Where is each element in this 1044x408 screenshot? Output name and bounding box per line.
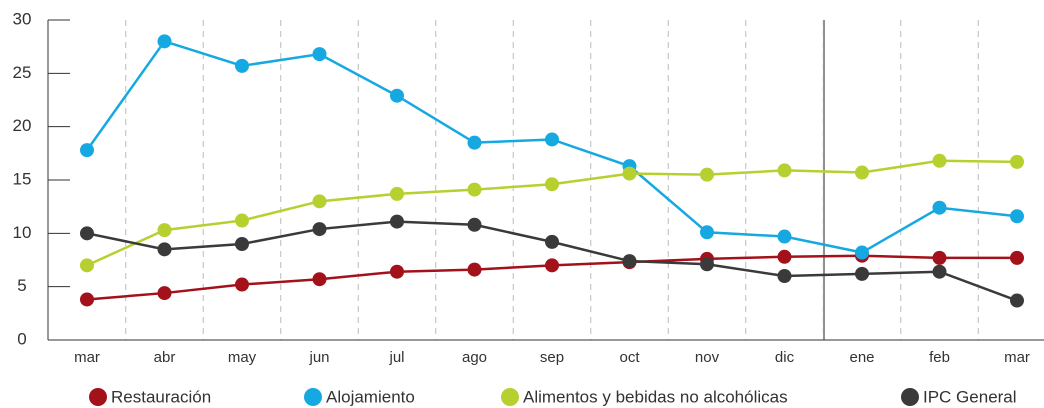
data-point [1010, 154, 1024, 169]
y-tick-label: 10 [13, 223, 32, 242]
y-tick-label: 15 [13, 169, 32, 188]
data-point [80, 258, 94, 273]
data-point [157, 242, 172, 257]
data-point [855, 245, 869, 260]
data-point [622, 166, 637, 181]
data-point [312, 222, 327, 237]
x-tick-label: feb [929, 349, 950, 366]
series-line [85, 39, 1018, 254]
y-tick-label: 0 [17, 329, 26, 348]
data-point [157, 223, 172, 238]
data-point [235, 237, 249, 251]
data-point [932, 264, 947, 279]
data-point [1010, 209, 1024, 224]
data-point [855, 266, 869, 281]
data-point [777, 269, 792, 283]
data-point [157, 286, 172, 301]
y-tick-label: 5 [17, 276, 26, 295]
legend-label: Alimentos y bebidas no alcohólicas [523, 387, 788, 406]
data-point [777, 163, 792, 178]
data-point [932, 200, 947, 215]
x-tick-label: nov [695, 349, 720, 366]
legend-marker [501, 388, 519, 406]
data-point [932, 250, 947, 265]
legend-label: IPC General [923, 387, 1017, 406]
data-point [622, 254, 637, 269]
data-point [390, 88, 404, 103]
data-point [545, 234, 559, 249]
data-point [700, 225, 714, 240]
legend-label: Alojamiento [326, 387, 415, 406]
data-point [1010, 293, 1024, 308]
data-point [80, 292, 94, 307]
x-tick-label: ene [849, 349, 874, 366]
data-point [700, 167, 714, 182]
data-point [312, 47, 327, 62]
data-point [235, 277, 249, 292]
legend-marker [901, 388, 919, 406]
x-tick-label: jul [388, 349, 404, 366]
x-tick-label: ago [462, 349, 487, 366]
data-point [777, 249, 792, 264]
data-point [312, 194, 327, 209]
legend-marker [89, 388, 107, 406]
y-tick-label: 20 [13, 116, 32, 135]
data-point [777, 229, 792, 244]
legend-marker [304, 388, 322, 406]
x-tick-label: mar [74, 349, 100, 366]
data-point [235, 58, 249, 73]
data-point [390, 186, 404, 201]
data-point [467, 262, 482, 277]
data-point [157, 34, 172, 49]
data-point [545, 177, 559, 192]
data-point [855, 165, 869, 180]
data-point [312, 272, 327, 287]
data-point [700, 257, 714, 272]
data-point [80, 143, 94, 158]
y-tick-label: 25 [13, 63, 32, 82]
data-point [80, 226, 94, 241]
x-tick-label: sep [540, 349, 564, 366]
data-point [467, 135, 482, 150]
data-point [545, 258, 559, 273]
x-tick-label: abr [154, 349, 176, 366]
series-line [86, 159, 1018, 267]
x-tick-label: dic [775, 349, 795, 366]
data-point [467, 182, 482, 197]
data-point [390, 214, 404, 229]
data-point [235, 213, 249, 228]
x-tick-label: mar [1004, 349, 1030, 366]
y-tick-label: 30 [13, 9, 32, 28]
data-point [467, 217, 482, 232]
x-tick-label: oct [619, 349, 640, 366]
data-point [545, 132, 559, 147]
x-tick-label: may [228, 349, 257, 366]
legend-label: Restauración [111, 387, 211, 406]
data-point [1010, 250, 1024, 265]
x-tick-label: jun [308, 349, 329, 366]
data-point [932, 153, 947, 168]
data-point [390, 264, 404, 279]
